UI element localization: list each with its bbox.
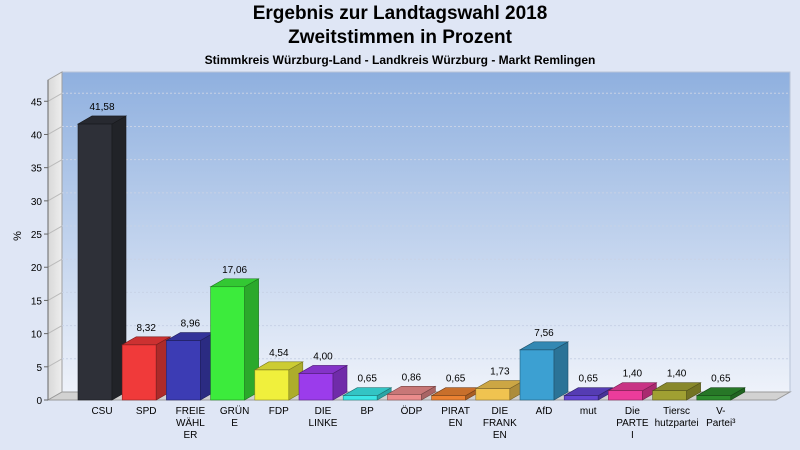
data-label: 4,00 xyxy=(313,351,333,362)
bar xyxy=(695,387,746,401)
x-tick-label: FREIE WÄHL ER xyxy=(176,406,206,441)
bar-top xyxy=(342,387,393,396)
data-label: 4,54 xyxy=(269,348,289,359)
data-label: 8,96 xyxy=(181,319,201,330)
data-label: 1,40 xyxy=(623,369,643,380)
grid-line-side xyxy=(47,291,63,301)
bar-front xyxy=(652,390,687,401)
x-tick-label: ÖDP xyxy=(401,405,423,417)
bar-top xyxy=(563,387,614,396)
bar-front xyxy=(431,395,466,401)
y-tick-label: 5 xyxy=(36,363,42,374)
x-tick-label: GRÜN E xyxy=(220,405,249,429)
bar-front xyxy=(342,395,378,401)
bar-front xyxy=(254,369,290,401)
bar xyxy=(651,382,702,401)
x-tick-label: Die PARTE I xyxy=(616,406,649,441)
x-axis: CSU SPD FREIE WÄHL ER GRÜN E FDP DIE LINKE BP ÖDP PI… xyxy=(91,405,736,441)
x-tick-label: AfD xyxy=(536,406,553,417)
data-label: 7,56 xyxy=(534,328,554,339)
bar-front xyxy=(166,340,201,401)
y-tick-label: 10 xyxy=(31,330,43,341)
bar xyxy=(209,278,260,401)
bar xyxy=(342,387,393,401)
grid-line-side xyxy=(47,358,63,368)
bar-front xyxy=(121,344,157,401)
x-tick-label: PIRAT EN xyxy=(441,406,470,429)
bar-front xyxy=(210,286,245,401)
grid-line-side xyxy=(47,192,63,202)
bar xyxy=(76,115,128,401)
bar-front xyxy=(77,123,113,401)
bar xyxy=(165,332,216,401)
bar-front xyxy=(608,390,643,401)
x-tick-label: V-Partei³ xyxy=(706,406,736,429)
x-tick-label: BP xyxy=(361,406,375,417)
data-label: 8,32 xyxy=(136,323,156,334)
bar-front xyxy=(563,395,599,401)
chart-title-line2: Zweitstimmen in Prozent xyxy=(288,27,512,48)
grid-line-side xyxy=(47,92,63,102)
x-tick-label: mut xyxy=(580,406,597,417)
x-tick-label: DIE LINKE xyxy=(309,406,338,429)
bar-top xyxy=(518,341,570,351)
x-tick-label: FDP xyxy=(269,406,289,417)
bar xyxy=(474,379,525,401)
chart-title: Ergebnis zur Landtagswahl 2018 xyxy=(252,3,548,24)
y-tick-label: 30 xyxy=(31,197,43,208)
bars: 41,58 8,32 8,96 17,06 4,54 4,00 0,65 0,86 0,65 1,… xyxy=(76,102,746,401)
grid-line-side xyxy=(47,325,63,335)
grid-line-side xyxy=(47,258,63,268)
grid-line-side xyxy=(47,225,63,235)
grid-line-side xyxy=(47,159,63,169)
bar-front xyxy=(696,395,732,401)
chart-subtitle: Stimmkreis Würzburg-Land - Landkreis Wür… xyxy=(204,53,596,67)
bar-top xyxy=(121,336,172,346)
bar-side xyxy=(553,341,569,401)
bar xyxy=(121,336,172,401)
bar-top xyxy=(386,385,437,395)
y-tick-label: 40 xyxy=(31,130,43,141)
bar-front xyxy=(475,388,511,401)
data-label: 41,58 xyxy=(89,102,114,113)
bar xyxy=(253,361,304,401)
bar xyxy=(386,385,437,401)
bar-top xyxy=(297,365,349,374)
data-label: 0,86 xyxy=(402,372,422,383)
data-label: 17,06 xyxy=(222,265,247,276)
grid-lines xyxy=(47,92,790,368)
grid-line-side xyxy=(47,126,63,135)
data-label: 0,65 xyxy=(446,374,466,385)
bar-top xyxy=(209,278,260,288)
bar xyxy=(518,341,570,401)
y-axis: 0 5 10 15 20 25 30 35 40 45% xyxy=(12,80,49,407)
bar xyxy=(563,387,614,401)
data-label: 1,40 xyxy=(667,369,687,380)
x-tick-label: DIE FRANK EN xyxy=(483,406,517,441)
bar-front xyxy=(519,349,555,401)
data-label: 1,73 xyxy=(490,367,510,378)
bar-top xyxy=(76,115,128,125)
bar-front xyxy=(298,373,334,401)
x-tick-label: Tiersc hutzpartei xyxy=(655,406,699,429)
data-label: 0,65 xyxy=(357,374,377,385)
y-tick-label: 45 xyxy=(31,97,43,108)
x-tick-label: SPD xyxy=(136,406,157,417)
bar-top xyxy=(607,382,658,392)
y-tick-label: 20 xyxy=(31,263,43,274)
bar-front xyxy=(387,393,422,401)
y-tick-label: 25 xyxy=(31,230,43,241)
data-label: 0,65 xyxy=(711,374,731,385)
y-axis-label: % xyxy=(12,231,24,241)
bar-top xyxy=(651,382,702,392)
x-tick-label: CSU xyxy=(91,406,112,417)
data-label: 0,65 xyxy=(578,374,598,385)
y-tick-label: 15 xyxy=(31,296,43,307)
bar-top xyxy=(253,361,304,371)
bar-top xyxy=(695,387,746,396)
bar xyxy=(297,364,349,401)
y-tick-label: 35 xyxy=(31,164,43,175)
y-tick-label: 0 xyxy=(36,396,42,407)
